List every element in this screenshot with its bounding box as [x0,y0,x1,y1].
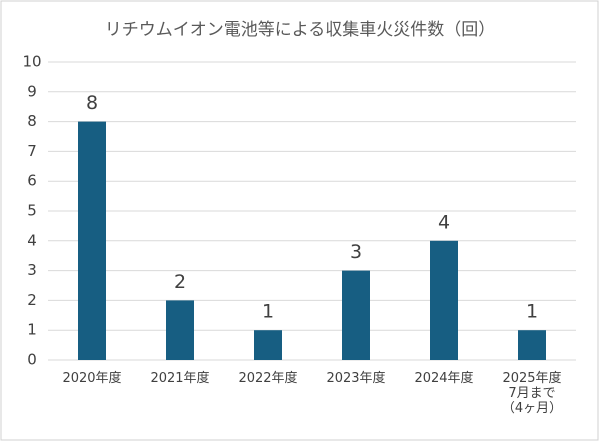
y-tick-label: 1 [27,321,37,339]
data-label: 3 [350,241,362,263]
bar [78,121,106,360]
bar [518,330,546,360]
bar [254,330,282,360]
y-tick-label: 10 [22,53,41,71]
chart-title: リチウムイオン電池等による収集車火災件数（回） [105,20,496,40]
y-tick-label: 4 [27,231,37,249]
x-tick-label: 2025年度 7月まで （4ヶ月） [501,371,563,416]
bar [342,270,370,360]
x-tick-label: 2023年度 [326,371,386,386]
y-tick-label: 2 [27,291,37,309]
y-tick-label: 9 [27,82,37,100]
data-label: 1 [526,301,538,323]
data-label: 4 [438,211,450,233]
bar [430,240,458,360]
y-tick-label: 8 [27,112,37,130]
x-tick-label: 2021年度 [150,371,210,386]
y-tick-label: 5 [27,202,37,220]
y-tick-label: 0 [27,351,37,369]
x-tick-label: 2020年度 [62,371,122,386]
data-label: 8 [86,92,98,114]
x-tick-label: 2022年度 [238,371,298,386]
bar [166,300,194,360]
y-tick-label: 6 [27,172,37,190]
data-label: 2 [174,271,186,293]
y-tick-label: 3 [27,261,37,279]
y-tick-label: 7 [27,142,37,160]
data-label: 1 [262,301,274,323]
x-tick-label: 2024年度 [414,371,474,386]
